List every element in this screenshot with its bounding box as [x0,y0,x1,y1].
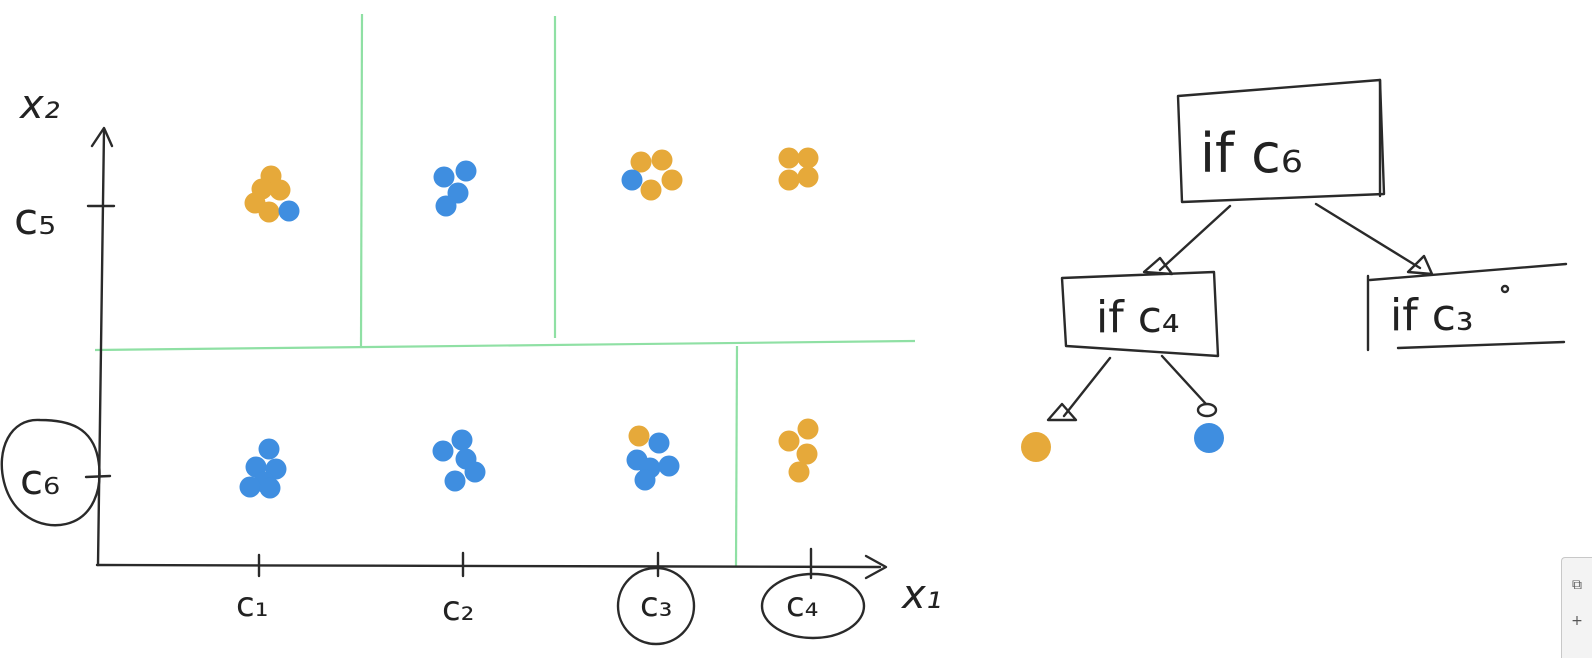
cluster-top-1 [244,165,300,223]
data-point-orange [258,201,280,223]
x-tick-label-c2: c₂ [442,589,474,629]
data-points [239,147,819,499]
stray-mark [1500,284,1510,294]
data-point-orange [661,169,683,191]
data-point-blue [658,455,680,477]
data-point-orange [797,418,819,440]
y-axis [96,128,106,567]
data-point-blue [455,160,477,182]
cluster-top-4 [778,147,819,191]
tree-root-box [1176,78,1386,204]
y-tick-mark [84,474,112,479]
data-point-blue [435,195,457,217]
data-point-orange [640,179,662,201]
data-point-orange [628,425,650,447]
y-tick-label-c5: c₅ [14,194,56,245]
tree-right-box [1366,262,1568,352]
cluster-bottom-4 [778,418,819,483]
y-axis-label: x₂ [18,82,60,128]
data-point-blue [444,470,466,492]
data-point-blue [432,440,454,462]
data-point-orange [797,166,819,188]
tree-left-label: if c₄ [1096,292,1180,343]
cluster-top-2 [433,160,477,217]
y-axis-arrow-icon [90,126,114,148]
data-point-orange [778,430,800,452]
data-point-blue [451,429,473,451]
tree-edge-arrow-icon [1046,402,1078,422]
tree-edge-left-leaf0 [1062,356,1112,418]
tree-edge-left-leaf1 [1160,354,1208,406]
tree-edge-arrow-icon [1196,402,1218,418]
x-axis [95,563,882,569]
data-point-blue [278,200,300,222]
x-tick-label-c1: c₁ [236,585,268,625]
decision-boundaries [94,13,916,567]
tree-leaf-orange [1021,432,1051,462]
tree-edge-arrow-icon [1406,254,1434,276]
data-point-blue [634,469,656,491]
x-axis-label: x₁ [900,572,942,618]
tree-right-label: if c₃ [1390,290,1474,341]
data-point-blue [648,432,670,454]
data-point-orange [630,151,652,173]
circle-c6-highlight [0,418,101,527]
axes [84,126,888,580]
cluster-top-3 [621,149,683,201]
split-highlights [0,418,866,646]
circle-c4-highlight [760,572,866,640]
tree-leaf-blue [1194,423,1224,453]
data-point-orange [796,443,818,465]
corner-toolbar[interactable]: ⧉ + [1561,557,1592,658]
data-point-orange [788,461,810,483]
x-axis-arrow-icon [864,554,888,580]
tree-edge-root-left [1158,204,1232,272]
data-point-blue [433,166,455,188]
x-tick-label-c3: c₃ [640,585,672,625]
circle-c3-highlight [616,566,696,646]
tree-edge-arrow-icon [1142,256,1174,276]
data-point-blue [464,461,486,483]
data-point-orange [269,179,291,201]
plus-button[interactable]: + [1571,613,1583,629]
split-vertical-c2 [359,13,364,347]
split-vertical-c4 [734,345,739,567]
data-point-blue [258,438,280,460]
tree-left-box [1060,270,1220,358]
data-point-orange [778,169,800,191]
data-point-blue [259,477,281,499]
tree-root-label: if c₆ [1200,122,1303,185]
copy-icon[interactable]: ⧉ [1572,577,1582,593]
data-point-blue [239,476,261,498]
data-point-orange [778,147,800,169]
split-horizontal-c5 [94,339,916,352]
cluster-bottom-2 [432,429,486,492]
data-point-blue [621,169,643,191]
x-tick-label-c4: c₄ [786,585,818,625]
decision-tree: if c₆ if c₄ if c₃ [1021,78,1568,462]
y-tick-label-c6: c₆ [20,455,60,504]
tree-edge-root-right [1314,202,1422,270]
cluster-bottom-3 [626,425,680,491]
data-point-orange [651,149,673,171]
cluster-bottom-1 [239,438,287,499]
data-point-orange [797,147,819,169]
